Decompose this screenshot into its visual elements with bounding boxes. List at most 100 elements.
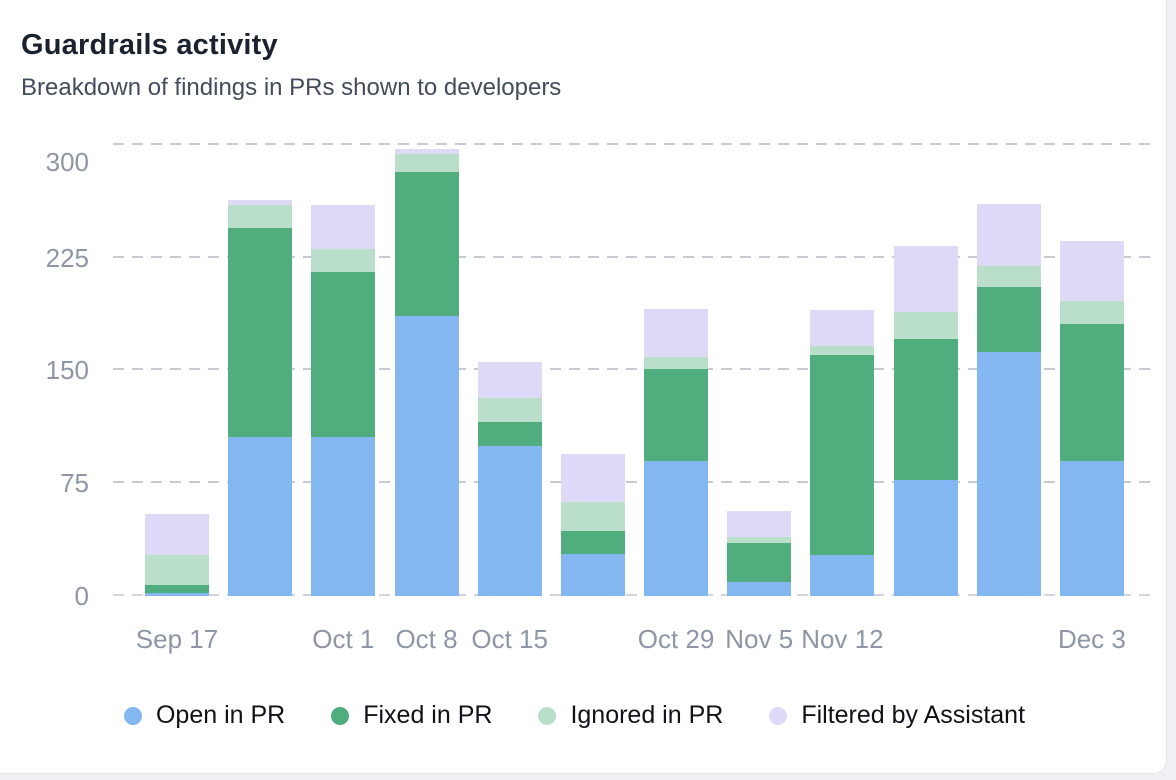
- bar-segment-open-in-pr-oct-1[interactable]: [311, 437, 376, 596]
- gridline-y-225: [113, 255, 1156, 258]
- bar-segment-ignored-in-pr-oct-1[interactable]: [311, 249, 376, 272]
- bar-segment-open-in-pr-nov-19[interactable]: [893, 480, 958, 596]
- x-axis-slot-8: Nov 5: [725, 624, 794, 655]
- bar-segment-open-in-pr-oct-15[interactable]: [477, 446, 542, 596]
- bar-segment-filtered-by-assistant-sep-24[interactable]: [228, 200, 293, 205]
- bar-segment-filtered-by-assistant-nov-5[interactable]: [727, 511, 792, 537]
- bar-segment-ignored-in-pr-nov-26[interactable]: [976, 266, 1041, 287]
- legend-label-fixed-in-pr: Fixed in PR: [363, 701, 493, 729]
- bar-segment-filtered-by-assistant-nov-19[interactable]: [893, 246, 958, 312]
- legend-dot-open-in-pr: [123, 706, 142, 725]
- bar-segment-ignored-in-pr-oct-8[interactable]: [394, 154, 459, 172]
- bar-column-oct-22[interactable]: [560, 454, 625, 596]
- bar-segment-fixed-in-pr-oct-22[interactable]: [560, 531, 625, 554]
- bar-segment-fixed-in-pr-nov-12[interactable]: [810, 355, 875, 555]
- y-axis-label-300: 300: [45, 146, 89, 177]
- x-axis-label-sep-17: Sep 17: [135, 624, 219, 654]
- bar-segment-ignored-in-pr-oct-15[interactable]: [477, 398, 542, 422]
- bar-segment-ignored-in-pr-nov-19[interactable]: [893, 312, 958, 339]
- x-axis-label-oct-8: Oct 8: [395, 624, 458, 654]
- bar-column-nov-19[interactable]: [893, 246, 958, 596]
- bar-column-nov-12[interactable]: [810, 310, 875, 596]
- legend-item-ignored-in-pr[interactable]: Ignored in PR: [538, 701, 723, 730]
- bar-segment-open-in-pr-nov-5[interactable]: [727, 582, 792, 596]
- legend-dot-ignored-in-pr: [538, 706, 557, 725]
- bar-segment-ignored-in-pr-sep-17[interactable]: [145, 555, 209, 585]
- x-axis-slot-1: Sep 17: [136, 624, 218, 655]
- bar-segment-filtered-by-assistant-oct-8[interactable]: [394, 149, 459, 154]
- bar-segment-open-in-pr-oct-8[interactable]: [394, 316, 459, 596]
- bar-segment-ignored-in-pr-nov-12[interactable]: [810, 346, 875, 355]
- bar-segment-open-in-pr-nov-12[interactable]: [810, 555, 875, 596]
- bar-segment-filtered-by-assistant-dec-3[interactable]: [1059, 241, 1124, 301]
- bar-segment-open-in-pr-sep-17[interactable]: [145, 593, 209, 596]
- x-axis-slot-4: Oct 8: [395, 624, 459, 655]
- bar-segment-filtered-by-assistant-nov-26[interactable]: [976, 204, 1041, 266]
- bar-segment-fixed-in-pr-nov-19[interactable]: [893, 339, 958, 480]
- y-axis-label-0: 0: [74, 581, 89, 611]
- legend-item-fixed-in-pr[interactable]: Fixed in PR: [331, 701, 492, 730]
- bar-segment-fixed-in-pr-sep-17[interactable]: [145, 585, 209, 593]
- bar-segment-ignored-in-pr-oct-22[interactable]: [560, 502, 625, 531]
- bar-segment-fixed-in-pr-dec-3[interactable]: [1059, 324, 1124, 461]
- x-axis-slot-9: Nov 12: [801, 624, 883, 655]
- bar-column-sep-17[interactable]: [145, 514, 209, 596]
- bar-segment-open-in-pr-nov-26[interactable]: [976, 352, 1041, 596]
- bar-column-oct-8[interactable]: [394, 149, 459, 596]
- page-title: Guardrails activity: [21, 29, 278, 61]
- legend-item-filtered-by-assistant[interactable]: Filtered by Assistant: [769, 701, 1025, 730]
- bar-segment-open-in-pr-oct-22[interactable]: [560, 554, 625, 596]
- x-axis-label-nov-5: Nov 5: [725, 624, 794, 654]
- y-axis-label-75: 75: [60, 468, 89, 499]
- x-axis-label-nov-12: Nov 12: [801, 624, 884, 654]
- bar-segment-fixed-in-pr-oct-15[interactable]: [477, 422, 542, 446]
- legend-dot-fixed-in-pr: [331, 706, 350, 725]
- bar-segment-fixed-in-pr-oct-29[interactable]: [644, 369, 709, 461]
- bar-segment-filtered-by-assistant-sep-17[interactable]: [145, 514, 209, 555]
- bar-segment-ignored-in-pr-dec-3[interactable]: [1059, 301, 1124, 324]
- x-axis-slot-3: Oct 1: [311, 624, 375, 655]
- bar-segment-fixed-in-pr-sep-24[interactable]: [228, 228, 293, 437]
- bar-segment-open-in-pr-sep-24[interactable]: [228, 437, 293, 596]
- gridline-y-300: [113, 142, 1156, 145]
- x-axis-label-dec-3: Dec 3: [1057, 624, 1126, 654]
- x-axis-label-oct-15: Oct 15: [471, 624, 548, 654]
- x-axis-slot-2: [228, 624, 292, 655]
- bar-segment-filtered-by-assistant-oct-15[interactable]: [477, 362, 542, 398]
- bar-segment-filtered-by-assistant-oct-29[interactable]: [644, 309, 709, 357]
- bar-segment-filtered-by-assistant-nov-12[interactable]: [810, 310, 875, 346]
- legend-label-filtered-by-assistant: Filtered by Assistant: [801, 701, 1026, 729]
- x-axis-label-oct-29: Oct 29: [637, 624, 715, 654]
- bar-segment-fixed-in-pr-nov-26[interactable]: [976, 287, 1041, 352]
- bar-segment-filtered-by-assistant-oct-22[interactable]: [560, 454, 625, 502]
- bar-column-oct-29[interactable]: [644, 309, 709, 596]
- bar-column-dec-3[interactable]: [1059, 241, 1124, 596]
- bar-column-oct-15[interactable]: [477, 362, 542, 596]
- legend-item-open-in-pr[interactable]: Open in PR: [123, 701, 286, 730]
- legend-dot-filtered-by-assistant: [769, 706, 788, 725]
- bar-segment-ignored-in-pr-sep-24[interactable]: [228, 205, 293, 228]
- gridline-y-75: [113, 481, 1156, 484]
- y-axis-label-150: 150: [45, 355, 89, 386]
- bar-column-nov-5[interactable]: [727, 511, 792, 596]
- x-axis-label-oct-1: Oct 1: [312, 624, 375, 654]
- plot-area: [113, 136, 1156, 596]
- bar-segment-fixed-in-pr-oct-1[interactable]: [311, 272, 376, 437]
- bar-column-nov-26[interactable]: [976, 204, 1041, 596]
- x-axis-slot-5: Oct 15: [471, 624, 548, 655]
- y-axis-label-225: 225: [45, 242, 89, 273]
- bar-segment-fixed-in-pr-nov-5[interactable]: [727, 543, 792, 582]
- x-axis: Sep 17 Oct 1 Oct 8 Oct 15 Oct 29 Nov 5 Nov 12 D…: [113, 624, 1156, 655]
- x-axis-slot-11: [977, 624, 1041, 655]
- bar-segment-fixed-in-pr-oct-8[interactable]: [394, 172, 459, 316]
- bar-column-sep-24[interactable]: [228, 200, 293, 596]
- x-axis-slot-6: [561, 624, 625, 655]
- bars-container: [113, 136, 1156, 596]
- bar-column-oct-1[interactable]: [311, 205, 376, 596]
- bar-segment-open-in-pr-oct-29[interactable]: [644, 461, 709, 596]
- bar-segment-ignored-in-pr-oct-29[interactable]: [644, 357, 709, 369]
- bar-segment-filtered-by-assistant-oct-1[interactable]: [311, 205, 376, 249]
- legend-label-open-in-pr: Open in PR: [155, 701, 286, 729]
- bar-segment-open-in-pr-dec-3[interactable]: [1059, 461, 1124, 596]
- bar-segment-ignored-in-pr-nov-5[interactable]: [727, 537, 792, 543]
